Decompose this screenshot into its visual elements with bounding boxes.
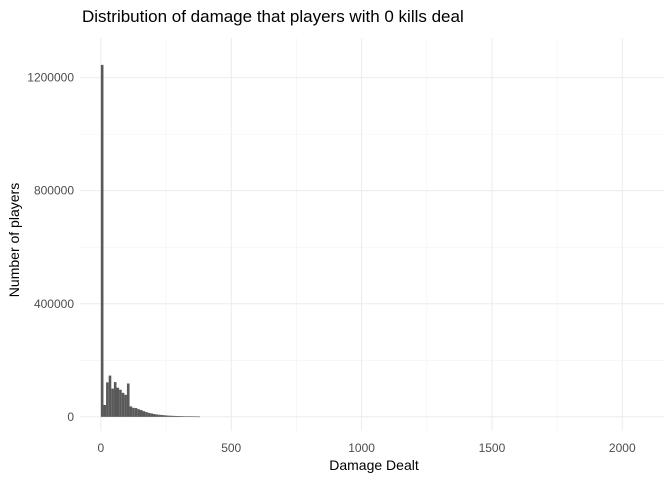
histogram-bar <box>113 382 117 417</box>
histogram-bar <box>163 415 167 417</box>
y-tick-label: 800000 <box>34 184 74 198</box>
histogram-bar <box>197 416 200 418</box>
x-tick-label: 2000 <box>609 441 636 455</box>
histogram-bar <box>166 415 169 417</box>
histogram-bar <box>150 413 153 417</box>
histogram-bar <box>192 416 195 418</box>
y-tick-label: 400000 <box>34 297 74 311</box>
histogram-bar <box>147 412 151 417</box>
histogram-bar <box>168 415 172 417</box>
histogram-bar <box>153 414 156 417</box>
histogram-bar <box>106 382 109 417</box>
y-axis-title: Number of players <box>6 183 22 297</box>
histogram-bar <box>194 416 198 418</box>
histogram-bar <box>160 415 164 417</box>
histogram-bar <box>111 388 114 417</box>
histogram-bar <box>145 412 148 417</box>
histogram-bar <box>181 416 185 417</box>
histogram-bar <box>184 416 187 417</box>
histogram-bar <box>139 410 143 417</box>
histogram-bar <box>142 411 146 417</box>
histogram-bar <box>171 415 174 417</box>
x-axis-title: Damage Dealt <box>329 457 419 473</box>
histogram-bar <box>100 64 104 417</box>
histogram-bar <box>155 414 159 417</box>
histogram-bar <box>173 415 177 417</box>
x-tick-label: 500 <box>221 441 241 455</box>
histogram-bar <box>134 408 138 417</box>
histogram-bar <box>132 407 135 417</box>
x-axis-tick-labels: 0 500 1000 1500 2000 <box>98 441 636 455</box>
histogram-bar <box>137 409 140 417</box>
histogram-bar <box>129 406 133 417</box>
histogram-bar <box>103 404 107 417</box>
histogram-bar <box>116 387 120 417</box>
histogram-bar <box>119 389 122 417</box>
histogram-bar <box>186 416 190 417</box>
x-tick-label: 1000 <box>348 441 375 455</box>
histogram-bar <box>176 416 180 417</box>
x-tick-label: 1500 <box>479 441 506 455</box>
histogram-bar <box>189 416 193 417</box>
histogram-bar <box>179 416 182 417</box>
y-tick-label: 1200000 <box>27 71 74 85</box>
y-axis-tick-labels: 0 400000 800000 1200000 <box>27 71 74 424</box>
y-tick-label: 0 <box>67 410 74 424</box>
chart-title: Distribution of damage that players with… <box>82 7 464 26</box>
x-tick-label: 0 <box>98 441 105 455</box>
histogram-bar <box>124 394 127 417</box>
histogram-bar <box>108 375 112 417</box>
histogram-bar <box>121 392 125 417</box>
grid-lines <box>80 38 664 431</box>
histogram-bars <box>100 64 200 418</box>
histogram-bar <box>158 414 161 417</box>
histogram-bar <box>126 383 130 417</box>
